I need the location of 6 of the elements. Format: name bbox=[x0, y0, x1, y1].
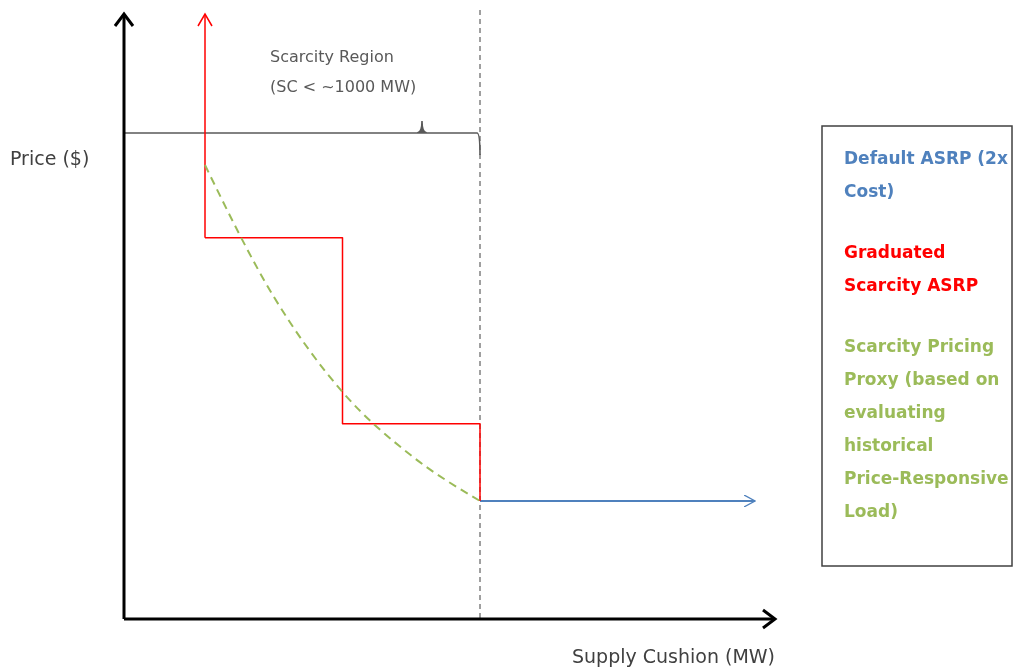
x-axis-title: Supply Cushion (MW) bbox=[571, 645, 775, 667]
text: Scarcity Region (SC < ~1000 MW) bbox=[270, 47, 417, 96]
text: Scarcity Pricing Proxy (based on evaluating historical Price-Responsive Load) bbox=[844, 336, 1009, 521]
text: Default ASRP (2x Cost) bbox=[844, 148, 1008, 201]
y-axis-title: Price ($) bbox=[10, 147, 90, 169]
text: Graduated Scarcity ASRP bbox=[844, 242, 979, 295]
